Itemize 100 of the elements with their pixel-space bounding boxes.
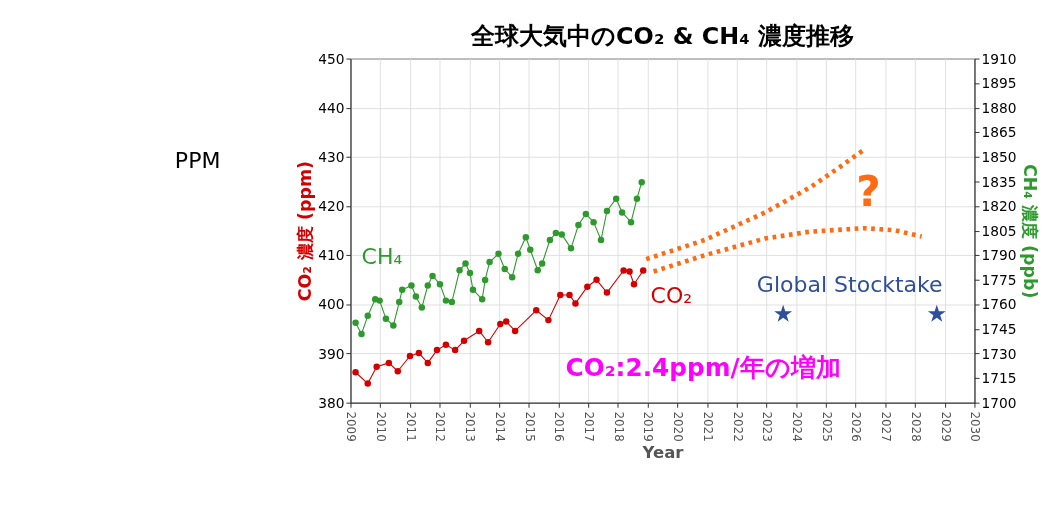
point [390, 322, 397, 329]
point [456, 267, 463, 274]
point [433, 346, 441, 354]
point [567, 245, 575, 252]
point [558, 231, 566, 238]
point [398, 286, 406, 293]
x-tick-label: 2020 [671, 411, 686, 442]
y2-tick-label: 1715 [981, 370, 1017, 387]
y-tick-label: 390 [318, 345, 345, 362]
text: PPM [174, 148, 221, 174]
y2-tick-label: 1805 [981, 222, 1017, 239]
y2-tick-label: 1910 [981, 50, 1017, 67]
y2-axis-title: CH₄ 濃度 (ppb) [1019, 163, 1040, 299]
point [603, 207, 611, 215]
y-tick-label: 420 [318, 198, 345, 215]
y2-tick-label: 1880 [981, 99, 1017, 116]
x-tick-label: 2011 [403, 411, 418, 442]
point [352, 368, 359, 376]
x-tick-label: 2018 [611, 411, 626, 442]
point [451, 346, 459, 354]
x-tick-label: 2027 [879, 411, 894, 442]
y2-tick-label: 1700 [981, 394, 1017, 411]
x-tick-label: 2030 [968, 411, 983, 442]
y2-tick-label: 1775 [981, 271, 1017, 288]
annotation: ? [856, 166, 881, 216]
y-tick-label: 380 [318, 394, 345, 411]
point [385, 359, 393, 367]
x-tick-label: 2029 [938, 411, 953, 442]
x-tick-label: 2028 [908, 411, 923, 442]
x-tick-label: 2025 [819, 411, 834, 442]
point [630, 281, 638, 288]
point [394, 368, 402, 375]
point [638, 178, 645, 186]
point [481, 276, 489, 284]
point [618, 209, 626, 216]
point [448, 298, 456, 306]
point [412, 293, 420, 300]
point [502, 318, 510, 325]
point [478, 296, 486, 303]
y2-tick-label: 1760 [981, 296, 1017, 313]
x-tick-label: 2023 [760, 411, 775, 442]
point [582, 210, 590, 218]
point [497, 320, 504, 328]
y2-tick-label: 1865 [981, 124, 1017, 141]
point [424, 282, 432, 289]
point [429, 272, 436, 280]
point [927, 304, 946, 322]
x-tick-label: 2019 [641, 411, 656, 442]
x-tick-label: 2012 [433, 411, 448, 442]
point [484, 339, 492, 346]
point [382, 315, 390, 322]
x-tick-label: 2015 [522, 411, 537, 442]
point [462, 260, 469, 267]
point [424, 359, 432, 367]
annotation: Global Stocktake [756, 272, 943, 298]
point [376, 297, 383, 304]
point [584, 283, 591, 290]
x-tick-label: 2016 [552, 411, 567, 442]
point [514, 250, 522, 257]
y-axis-title: CO₂ 濃度 (ppm) [294, 160, 315, 302]
y2-tick-label: 1745 [981, 321, 1017, 338]
point [572, 300, 579, 307]
point [575, 221, 582, 229]
point [501, 265, 508, 273]
point [469, 286, 477, 293]
y2-tick-label: 1850 [981, 148, 1017, 165]
point [406, 352, 414, 360]
y-tick-label: 440 [318, 99, 345, 116]
point [358, 330, 365, 338]
point [620, 267, 627, 274]
point [612, 195, 620, 202]
point [442, 341, 450, 348]
point [545, 316, 552, 324]
y-tick-label: 450 [318, 50, 345, 67]
point [534, 267, 541, 274]
x-axis-title: Year [641, 443, 685, 463]
x-tick-label: 2009 [344, 411, 359, 442]
point [633, 195, 641, 202]
point [532, 307, 540, 314]
point [538, 260, 546, 267]
series-label: CH₄ [361, 244, 403, 270]
x-tick-label: 2026 [849, 411, 864, 442]
point [626, 268, 633, 275]
point [639, 267, 647, 274]
point [352, 319, 359, 326]
x-tick-label: 2010 [374, 411, 389, 442]
y-tick-label: 410 [318, 247, 345, 264]
point [527, 246, 534, 253]
point [590, 218, 597, 226]
point [466, 269, 474, 277]
y-tick-label: 430 [318, 148, 345, 165]
point [418, 304, 426, 311]
point [593, 276, 600, 284]
point [486, 258, 493, 266]
point [566, 291, 573, 299]
point [460, 337, 468, 345]
point [495, 250, 502, 257]
y2-tick-label: 1895 [981, 75, 1017, 92]
point [442, 297, 450, 304]
point [436, 281, 444, 288]
